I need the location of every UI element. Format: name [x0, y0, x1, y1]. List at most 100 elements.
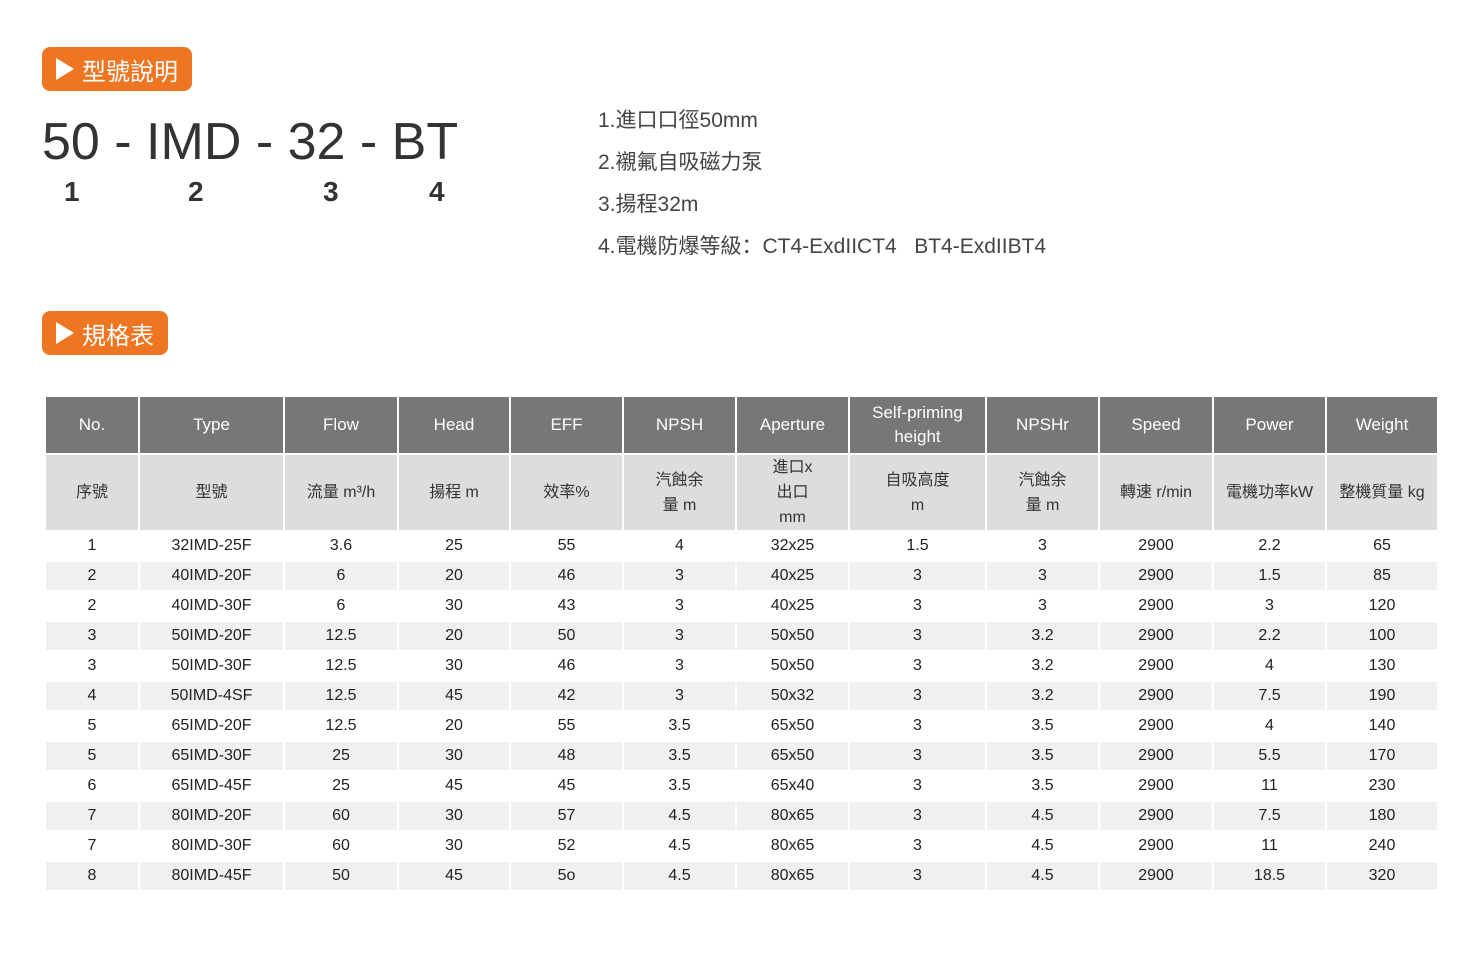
column-header: NPSH [622, 395, 737, 455]
table-cell: 180 [1325, 800, 1439, 832]
table-cell: 2900 [1098, 650, 1214, 682]
column-subheader: 序號 [44, 453, 140, 532]
table-cell: 80IMD-45F [138, 860, 285, 892]
table-cell: 30 [397, 590, 511, 622]
table-cell: 2 [44, 560, 140, 592]
table-cell: 50 [283, 860, 399, 892]
table-cell: 4.5 [622, 830, 737, 862]
table-cell: 50x50 [735, 650, 850, 682]
table-cell: 2900 [1098, 560, 1214, 592]
table-cell: 4 [622, 530, 737, 562]
spec-table: No. Type Flow Head EFF NPSH Aperture Self-primi… [44, 395, 1439, 892]
column-subheader: 流量 m³/h [283, 453, 399, 532]
table-cell: 320 [1325, 860, 1439, 892]
table-cell: 3 [622, 680, 737, 712]
table-cell: 50x50 [735, 620, 850, 652]
table-cell: 2900 [1098, 620, 1214, 652]
table-cell: 5o [509, 860, 624, 892]
table-cell: 3.5 [985, 740, 1100, 772]
table-cell: 6 [44, 770, 140, 802]
table-cell: 25 [397, 530, 511, 562]
column-header: Speed [1098, 395, 1214, 455]
column-subheader: 電機功率kW [1212, 453, 1327, 532]
table-row: 5 65IMD-20F 12.5 20 55 3.5 65x50 3 3.5 2900 4 140 [44, 710, 1439, 742]
table-cell: 2900 [1098, 680, 1214, 712]
table-cell: 6 [283, 590, 399, 622]
table-cell: 7 [44, 800, 140, 832]
table-cell: 3.6 [283, 530, 399, 562]
table-cell: 2900 [1098, 800, 1214, 832]
table-cell: 4 [1212, 650, 1327, 682]
model-part-number: 4 [429, 176, 445, 207]
play-icon [56, 58, 74, 80]
table-cell: 1.5 [848, 530, 987, 562]
table-cell: 40x25 [735, 560, 850, 592]
table-cell: 50IMD-20F [138, 620, 285, 652]
table-cell: 3 [848, 860, 987, 892]
table-cell: 46 [509, 650, 624, 682]
table-cell: 60 [283, 830, 399, 862]
table-cell: 3.5 [985, 770, 1100, 802]
table-cell: 50 [509, 620, 624, 652]
table-cell: 65x50 [735, 740, 850, 772]
table-cell: 65IMD-45F [138, 770, 285, 802]
table-cell: 4.5 [622, 800, 737, 832]
table-cell: 1 [44, 530, 140, 562]
table-cell: 12.5 [283, 650, 399, 682]
table-cell: 140 [1325, 710, 1439, 742]
table-cell: 7 [44, 830, 140, 862]
table-cell: 50IMD-30F [138, 650, 285, 682]
column-header: No. [44, 395, 140, 455]
table-cell: 3 [44, 650, 140, 682]
table-cell: 20 [397, 710, 511, 742]
table-cell: 18.5 [1212, 860, 1327, 892]
table-cell: 42 [509, 680, 624, 712]
table-cell: 65IMD-20F [138, 710, 285, 742]
note: 4.電機防爆等級：CT4-ExdIICT4 BT4-ExdIIBT4 [598, 235, 1047, 258]
column-subheader: 汽蝕余量 m [985, 453, 1100, 532]
table-cell: 230 [1325, 770, 1439, 802]
column-header: Power [1212, 395, 1327, 455]
table-row: 7 80IMD-20F 60 30 57 4.5 80x65 3 4.5 2900 7.5 180 [44, 800, 1439, 832]
table-cell: 3.2 [985, 680, 1100, 712]
table-cell: 3 [622, 560, 737, 592]
table-cell: 46 [509, 560, 624, 592]
table-cell: 30 [397, 650, 511, 682]
table-cell: 20 [397, 620, 511, 652]
model-part-number: 2 [188, 176, 204, 207]
column-subheader: 進口x出口 mm [735, 453, 850, 532]
table-row: 3 50IMD-30F 12.5 30 46 3 50x50 3 3.2 2900 4 130 [44, 650, 1439, 682]
table-cell: 3.5 [622, 710, 737, 742]
table-cell: 5 [44, 740, 140, 772]
table-cell: 3 [848, 710, 987, 742]
table-cell: 190 [1325, 680, 1439, 712]
note: 3.揚程32m [598, 193, 699, 216]
model-part-number: 1 [64, 176, 80, 207]
table-cell: 7.5 [1212, 800, 1327, 832]
table-cell: 55 [509, 710, 624, 742]
table-cell: 2 [44, 590, 140, 622]
table-row: 8 80IMD-45F 50 45 5o 4.5 80x65 3 4.5 2900 18.5 320 [44, 860, 1439, 892]
column-header: Flow [283, 395, 399, 455]
table-cell: 45 [397, 770, 511, 802]
table-cell: 11 [1212, 830, 1327, 862]
table-cell: 3 [985, 530, 1100, 562]
spec-section-badge: 規格表 [42, 311, 168, 355]
table-row: 3 50IMD-20F 12.5 20 50 3 50x50 3 3.2 2900 2.2 100 [44, 620, 1439, 652]
table-cell: 240 [1325, 830, 1439, 862]
table-row: 5 65IMD-30F 25 30 48 3.5 65x50 3 3.5 2900 5.5 170 [44, 740, 1439, 772]
table-cell: 11 [1212, 770, 1327, 802]
table-cell: 3 [985, 590, 1100, 622]
table-cell: 30 [397, 830, 511, 862]
column-subheader: 效率% [509, 453, 624, 532]
table-cell: 120 [1325, 590, 1439, 622]
table-cell: 3 [848, 620, 987, 652]
table-cell: 3.5 [622, 770, 737, 802]
table-row: 2 40IMD-20F 6 20 46 3 40x25 3 3 2900 1.5 85 [44, 560, 1439, 592]
table-row: 7 80IMD-30F 60 30 52 4.5 80x65 3 4.5 2900 11 240 [44, 830, 1439, 862]
column-subheader: 自吸高度 m [848, 453, 987, 532]
table-cell: 2.2 [1212, 530, 1327, 562]
column-header: Weight [1325, 395, 1439, 455]
table-cell: 3 [848, 650, 987, 682]
table-cell: 4 [1212, 710, 1327, 742]
